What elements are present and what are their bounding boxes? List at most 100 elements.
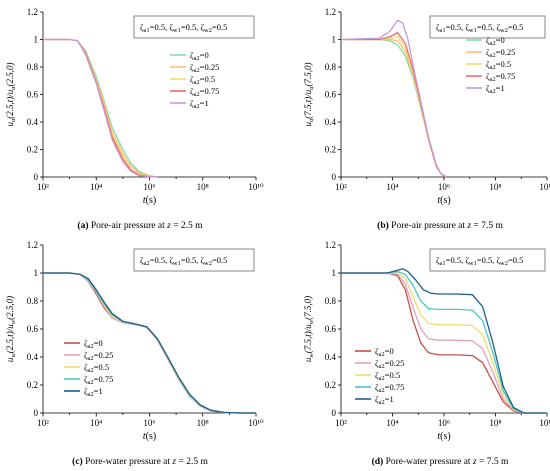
parameter-text: ζa1=0.5, ζw1=0.5, ζw2=0.5 [140,22,227,34]
y-tick-label: 0.8 [325,62,337,72]
parameter-box: ζa1=0.5, ζw1=0.5, ζw2=0.5 [133,15,255,39]
x-tick-label: 10⁸ [489,182,501,192]
x-tick-label: 10⁴ [386,418,398,428]
y-axis-label: ua(7.5,t)/ua(7.5,0) [303,62,315,126]
y-tick-label: 0 [34,408,39,418]
x-tick-label: 10⁴ [386,182,398,192]
x-tick-label: 10⁶ [143,182,155,192]
x-tick-label: 10⁶ [438,182,450,192]
y-tick-label: 0.6 [325,324,337,334]
x-tick-label: 10⁴ [90,182,102,192]
legend-label: ζa2=0.25 [190,62,219,74]
legend-label: ζa2=0 [84,338,103,350]
series-line [43,38,158,178]
y-axis-label: ua(2.5,t)/ua(2.5,0) [5,62,17,126]
x-tick-label: 10¹⁰ [539,182,550,192]
y-tick-label: 1 [34,35,39,45]
panel-caption: (d) Pore-water pressure at z = 7.5 m [372,456,509,467]
panel-caption: (a) Pore-air pressure at z = 2.5 m [77,220,203,231]
parameter-box-frame [429,248,546,272]
legend-label: ζa2=0.25 [486,47,515,59]
y-tick-label: 0.6 [27,90,39,100]
x-axis-label: t(s) [143,195,156,206]
x-tick-label: 10⁸ [489,418,501,428]
panel-caption: (b) Pore-air pressure at z = 7.5 m [377,220,503,231]
legend-label: ζa2=0.75 [486,71,515,83]
x-tick-label: 10⁸ [197,418,209,428]
parameter-box-frame [133,248,255,272]
x-tick-label: 10² [37,182,49,192]
legend-label: ζa2=1 [486,83,505,95]
y-tick-label: 0.6 [27,324,39,334]
legend-label: ζa2=1 [84,386,103,398]
series-line [341,268,547,414]
legend-label: ζa2=0 [486,35,505,47]
y-tick-label: 0.8 [27,62,39,72]
series-line [43,38,158,178]
series-line [341,270,547,414]
legend-label: ζa2=0.25 [375,358,404,370]
chart-panel-b: 0 0.2 0.4 0.6 0.8 1 1.2 10² 10⁴ 10⁶ 10⁸ 10¹⁰ t(s) ua(… [303,7,550,231]
x-tick-label: 10² [37,418,49,428]
y-tick-label: 0.8 [325,296,337,306]
y-axis-label: uw(2.5,t)/uw(2.5,0) [5,296,17,362]
parameter-box-frame [429,15,546,39]
parameter-text: ζa1=0.5, ζw1=0.5, ζw2=0.5 [436,22,523,34]
y-tick-label: 0.2 [27,145,38,155]
legend-label: ζa2=0 [190,50,209,62]
series-line [341,272,547,414]
series-line [341,38,447,178]
y-tick-label: 0.2 [325,380,336,390]
legend-label: ζa2=0 [375,346,394,358]
legend-label: ζa2=0.5 [84,362,109,374]
y-tick-label: 0.2 [27,380,38,390]
x-tick-label: 10⁶ [438,418,450,428]
x-axis-label: t(s) [437,195,450,206]
legend-label: ζa2=0.75 [84,374,113,386]
chart-panel-d: 0 0.2 0.4 0.6 0.8 1 1.2 10² 10⁴ 10⁶ 10⁸ 10¹⁰ t(s) uw(… [303,240,550,467]
parameter-box: ζa1=0.5, ζw1=0.5, ζw2=0.5 [429,248,546,272]
y-tick-label: 0.8 [27,296,39,306]
y-tick-label: 1.2 [27,240,38,250]
panel-caption: (c) Pore-water pressure at z = 2.5 m [72,456,208,467]
legend-label: ζa2=0.75 [375,382,404,394]
series-line [341,31,447,178]
parameter-box-frame [133,15,255,39]
x-tick-label: 10⁸ [197,182,209,192]
series-line [341,36,447,178]
y-tick-label: 1 [332,268,337,278]
y-tick-label: 0.4 [27,352,39,362]
y-tick-label: 1.2 [325,7,336,17]
parameter-text: ζa1=0.5, ζw1=0.5, ζw2=0.5 [436,255,523,267]
y-tick-label: 0 [332,408,337,418]
chart-panel-a: 0 0.2 0.4 0.6 0.8 1 1.2 10² 10⁴ 10⁶ 10⁸ 10¹⁰ t(s) ua(… [5,7,264,231]
series-line [341,272,547,414]
y-tick-label: 1.2 [325,240,336,250]
y-tick-label: 1 [332,35,337,45]
x-tick-label: 10⁶ [143,418,155,428]
series-line [43,272,256,414]
y-tick-label: 1 [34,268,39,278]
series-line [340,19,447,178]
y-tick-label: 0.6 [325,90,337,100]
legend-label: ζa2=0.5 [190,74,215,86]
parameter-box: ζa1=0.5, ζw1=0.5, ζw2=0.5 [429,15,546,39]
x-axis-label: t(s) [437,431,450,442]
legend-label: ζa2=0.25 [84,350,113,362]
y-axis-label: uw(7.5,t)/uw(7.5,0) [303,296,315,362]
y-tick-label: 1.2 [27,7,38,17]
legend-label: ζa2=1 [375,394,394,406]
y-tick-label: 0.4 [27,117,39,127]
x-tick-label: 10² [335,182,347,192]
x-tick-label: 10¹⁰ [539,418,550,428]
series-line [43,38,158,178]
legend-label: ζa2=1 [190,98,209,110]
y-tick-label: 0.4 [325,352,337,362]
legend-label: ζa2=0.5 [486,59,511,71]
x-axis-label: t(s) [143,431,156,442]
y-tick-label: 0 [34,172,39,182]
